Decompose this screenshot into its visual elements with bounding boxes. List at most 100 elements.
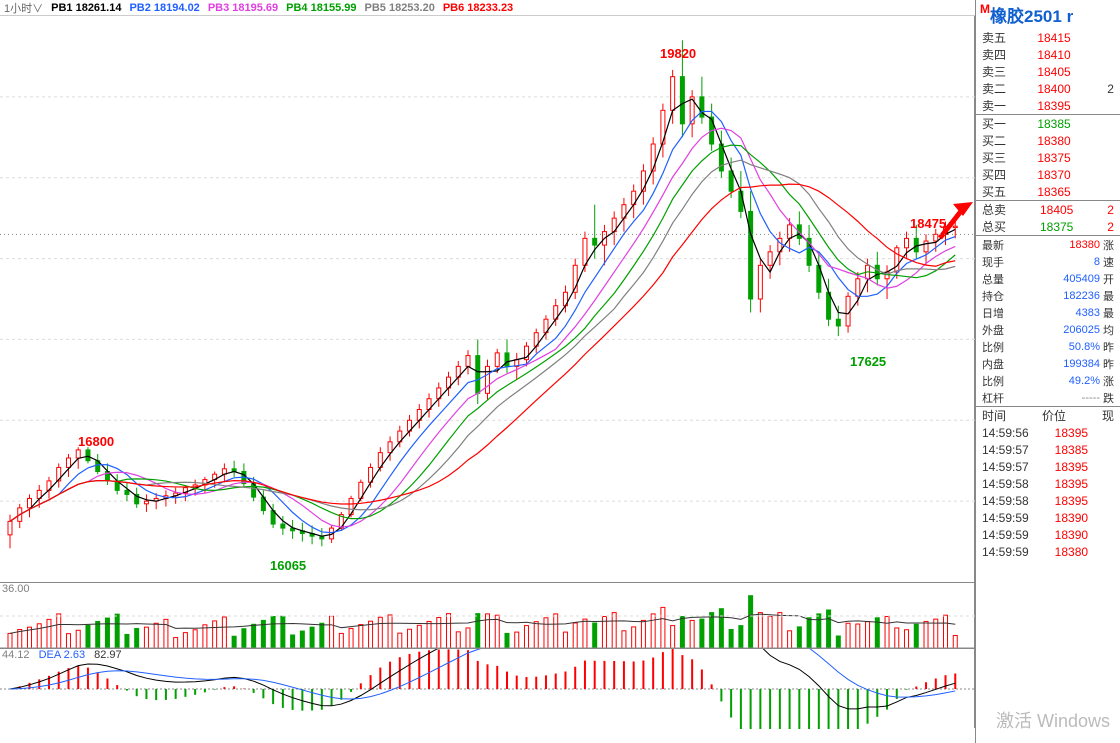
macd-panel[interactable]: 44.12 DEA 2.63 82.97 bbox=[0, 648, 975, 728]
summary-value: 18405 bbox=[1040, 203, 1073, 217]
stat-value: 18380 bbox=[1012, 239, 1100, 251]
summary-row-ask: 总卖 18405 2 bbox=[976, 201, 1120, 218]
stat-label: 日增 bbox=[982, 305, 1012, 321]
ob-label: 买三 bbox=[982, 149, 1006, 166]
dif-label: 44.12 bbox=[2, 649, 30, 661]
stat-row: 最新18380涨 bbox=[976, 236, 1120, 253]
stat-row: 内盘199384昨 bbox=[976, 355, 1120, 372]
ob-price: 18375 bbox=[1037, 151, 1070, 165]
orderbook-row[interactable]: 卖四 18410 bbox=[976, 46, 1120, 63]
tape-row: 14:59:5718385 bbox=[976, 441, 1120, 458]
stat-row: 持仓182236最 bbox=[976, 287, 1120, 304]
summary-label: 总卖 bbox=[982, 201, 1006, 218]
summary-value: 18375 bbox=[1040, 220, 1073, 234]
stat-right-label: 涨 bbox=[1100, 373, 1114, 389]
tape-time: 14:59:58 bbox=[982, 477, 1029, 491]
orderbook-row[interactable]: 卖三 18405 bbox=[976, 63, 1120, 80]
price-chart-panel[interactable] bbox=[0, 16, 975, 582]
timeframe-selector[interactable]: 1小时∨ bbox=[4, 0, 43, 16]
stat-right-label: 昨 bbox=[1100, 339, 1114, 355]
stat-value: 4383 bbox=[1012, 307, 1100, 319]
ob-price: 18365 bbox=[1037, 185, 1070, 199]
orderbook-row[interactable]: 买三 18375 bbox=[976, 149, 1120, 166]
stat-right-label: 速 bbox=[1100, 254, 1114, 270]
stat-right-label: 最 bbox=[1100, 305, 1114, 321]
stat-label: 比例 bbox=[982, 373, 1012, 389]
orderbook-row[interactable]: 买四 18370 bbox=[976, 166, 1120, 183]
stat-label: 比例 bbox=[982, 339, 1012, 355]
stat-right-label: 均 bbox=[1100, 322, 1114, 338]
stat-value: 199384 bbox=[1012, 358, 1100, 370]
tape-time: 14:59:58 bbox=[982, 494, 1029, 508]
tape-price: 18380 bbox=[1055, 545, 1088, 559]
stat-value: 182236 bbox=[1012, 290, 1100, 302]
indicator-bar: 1小时∨ PB1 18261.14PB2 18194.02PB3 18195.6… bbox=[0, 0, 975, 16]
orderbook-row[interactable]: 卖一18395 bbox=[976, 97, 1120, 114]
summary-qty: 2 bbox=[1107, 220, 1114, 234]
tape-price: 18395 bbox=[1055, 426, 1088, 440]
tape-row: 14:59:5718395 bbox=[976, 458, 1120, 475]
ob-label: 卖二 bbox=[982, 80, 1006, 97]
quote-side-panel: M橡胶2501 r 卖五 18415 卖四 18410 卖三 18405 卖二 18400 2 卖… bbox=[975, 0, 1120, 743]
ob-price: 18405 bbox=[1037, 65, 1070, 79]
stat-row: 外盘206025均 bbox=[976, 321, 1120, 338]
ob-label: 买一 bbox=[982, 115, 1006, 132]
orderbook-row[interactable]: 买一 18385 bbox=[976, 115, 1120, 132]
stat-value: 50.8% bbox=[1012, 341, 1100, 353]
orderbook-row[interactable]: 卖五 18415 bbox=[976, 29, 1120, 46]
ob-price: 18370 bbox=[1037, 168, 1070, 182]
orderbook-row[interactable]: 买二 18380 bbox=[976, 132, 1120, 149]
stat-label: 最新 bbox=[982, 237, 1012, 253]
tape-price: 18395 bbox=[1055, 477, 1088, 491]
volume-panel[interactable]: 36.00 bbox=[0, 582, 975, 648]
ob-label: 买二 bbox=[982, 132, 1006, 149]
contract-title: M橡胶2501 r bbox=[976, 0, 1120, 29]
tape-header-price: 价位 bbox=[1042, 407, 1066, 424]
ob-label: 卖五 bbox=[982, 29, 1006, 46]
stat-value: 206025 bbox=[1012, 324, 1100, 336]
stats-block: 最新18380涨现手8速总量405409开持仓182236最日增4383最外盘2… bbox=[976, 236, 1120, 406]
tape-time: 14:59:57 bbox=[982, 443, 1029, 457]
pb-indicator: PB1 18261.14 bbox=[51, 2, 121, 14]
ask-rows: 卖五18415卖四18410卖三18405卖二184002卖一18395 bbox=[976, 29, 1120, 114]
tape-time: 14:59:59 bbox=[982, 545, 1029, 559]
ob-label: 卖三 bbox=[982, 63, 1006, 80]
stat-label: 内盘 bbox=[982, 356, 1012, 372]
tape-time: 14:59:57 bbox=[982, 460, 1029, 474]
stat-value: 405409 bbox=[1012, 273, 1100, 285]
bid-rows: 买一 18385 买二 18380 买三 18375 买四 18370 买五 18365 bbox=[976, 115, 1120, 200]
tape-price: 18390 bbox=[1055, 511, 1088, 525]
orderbook-row[interactable]: 卖二184002 bbox=[976, 80, 1120, 97]
stat-label: 外盘 bbox=[982, 322, 1012, 338]
summary-row-bid: 总买 18375 2 bbox=[976, 218, 1120, 235]
tape-price: 18395 bbox=[1055, 494, 1088, 508]
stat-label: 杠杆 bbox=[982, 390, 1012, 406]
stat-label: 持仓 bbox=[982, 288, 1012, 304]
ob-label: 买四 bbox=[982, 166, 1006, 183]
stat-label: 现手 bbox=[982, 254, 1012, 270]
ob-label: 卖一 bbox=[982, 97, 1006, 114]
stat-row: 比例50.8%昨 bbox=[976, 338, 1120, 355]
stat-value: 49.2% bbox=[1012, 375, 1100, 387]
ob-price: 18415 bbox=[1037, 31, 1070, 45]
tape-header-time: 时间 bbox=[982, 407, 1006, 424]
summary-label: 总买 bbox=[982, 218, 1006, 235]
tape-time: 14:59:59 bbox=[982, 528, 1029, 542]
orderbook-row[interactable]: 买五 18365 bbox=[976, 183, 1120, 200]
ob-price: 18410 bbox=[1037, 48, 1070, 62]
ob-price: 18400 bbox=[1037, 82, 1070, 96]
tape-row: 14:59:58 18395 bbox=[976, 475, 1120, 492]
stat-row: 杠杆-----跌 bbox=[976, 389, 1120, 406]
tape-time: 14:59:59 bbox=[982, 511, 1029, 525]
ob-price: 18385 bbox=[1037, 117, 1070, 131]
vol-label: 36.00 bbox=[2, 583, 30, 595]
tape-time: 14:59:56 bbox=[982, 426, 1029, 440]
time-and-sales: 时间 价位 现 14:59:561839514:59:571838514:59:… bbox=[976, 407, 1120, 560]
ob-price: 18380 bbox=[1037, 134, 1070, 148]
pb-indicator: PB3 18195.69 bbox=[208, 2, 278, 14]
stat-right-label: 涨 bbox=[1100, 237, 1114, 253]
ob-label: 买五 bbox=[982, 183, 1006, 200]
ob-label: 卖四 bbox=[982, 46, 1006, 63]
stat-row: 日增4383最 bbox=[976, 304, 1120, 321]
m-badge: M bbox=[980, 2, 990, 16]
